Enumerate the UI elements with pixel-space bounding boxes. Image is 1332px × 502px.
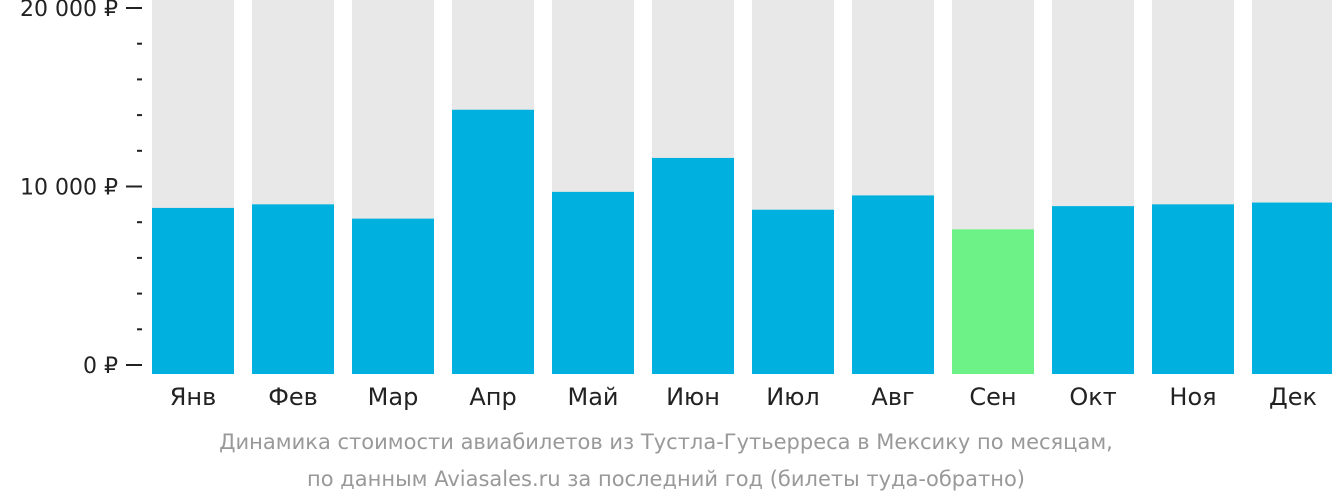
x-tick-label: Сен [969,383,1016,411]
x-tick-label: Май [567,383,618,411]
bar-3[interactable] [352,218,434,374]
y-tick-label: 10 000 ₽ [20,176,118,201]
bar-6[interactable] [652,157,734,374]
bar-5[interactable] [552,191,634,374]
y-tick-label: 0 ₽ [83,354,118,379]
x-tick-label: Июн [666,383,720,411]
x-tick-label: Фев [268,383,318,411]
price-bar-chart: 0 ₽ 10 000 ₽ 20 000 ₽ Янв Фев Мар Апр Май Июн Ию… [20,0,1332,411]
bar-12[interactable] [1252,202,1332,374]
x-tick-label: Мар [368,383,419,411]
bars [152,109,1332,375]
bar-1[interactable] [152,207,234,374]
x-tick-label: Ноя [1169,383,1216,411]
bar-10[interactable] [1052,206,1134,374]
bar-8[interactable] [852,195,934,374]
chart-caption-line-2: по данным Aviasales.ru за последний год … [307,467,1025,491]
bar-7[interactable] [752,209,834,374]
x-tick-label: Окт [1069,383,1116,411]
x-tick-label: Авг [871,383,914,411]
x-tick-label: Дек [1269,383,1317,411]
x-tick-label: Янв [170,383,217,411]
chart-caption-line-1: Динамика стоимости авиабилетов из Тустла… [219,430,1113,454]
y-axis: 0 ₽ 10 000 ₽ 20 000 ₽ [20,0,142,379]
bar-9[interactable] [952,229,1034,374]
bar-4[interactable] [452,109,534,375]
y-tick-label: 20 000 ₽ [20,0,118,22]
bar-2[interactable] [252,204,334,374]
bar-11[interactable] [1152,204,1234,374]
x-tick-label: Апр [469,383,516,411]
x-tick-label: Июл [766,383,820,411]
x-axis-labels: Янв Фев Мар Апр Май Июн Июл Авг Сен Окт Ноя Дек [170,383,1317,411]
